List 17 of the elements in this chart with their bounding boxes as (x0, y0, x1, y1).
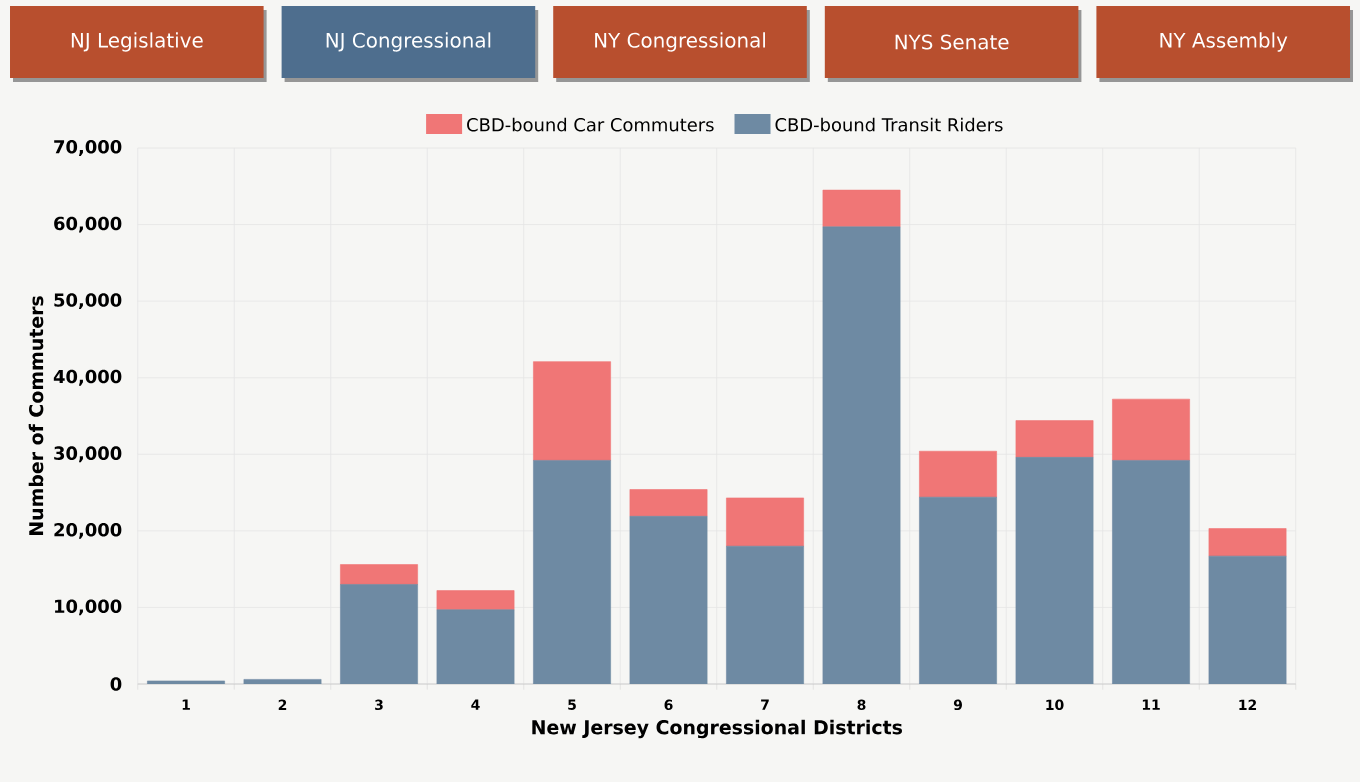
text: NJ Legislative (71, 32, 203, 52)
legend-label: CBD-bound Car Commuters (467, 117, 714, 132)
y-tick-label: 70,000 (54, 140, 122, 156)
text: NYS Senate (895, 34, 1009, 50)
y-tick-label: 40,000 (53, 369, 122, 386)
y-tick-label: 20,000 (54, 522, 122, 539)
legend-label: CBD-bound Transit Riders (775, 117, 1003, 132)
text: NY Congressional (595, 32, 765, 52)
y-tick-label: 30,000 (54, 446, 122, 463)
y-tick-label: 60,000 (54, 216, 122, 233)
y-axis-title: Number of Commuters (28, 296, 44, 535)
text: NJ Congressional (326, 32, 491, 52)
y-tick-label: 0 (110, 677, 122, 691)
text: NY Assembly (1160, 32, 1288, 52)
y-tick-label: 50,000 (54, 293, 122, 310)
y-tick-label: 10,000 (55, 599, 122, 616)
x-axis-title: New Jersey Congressional Districts (532, 719, 903, 739)
